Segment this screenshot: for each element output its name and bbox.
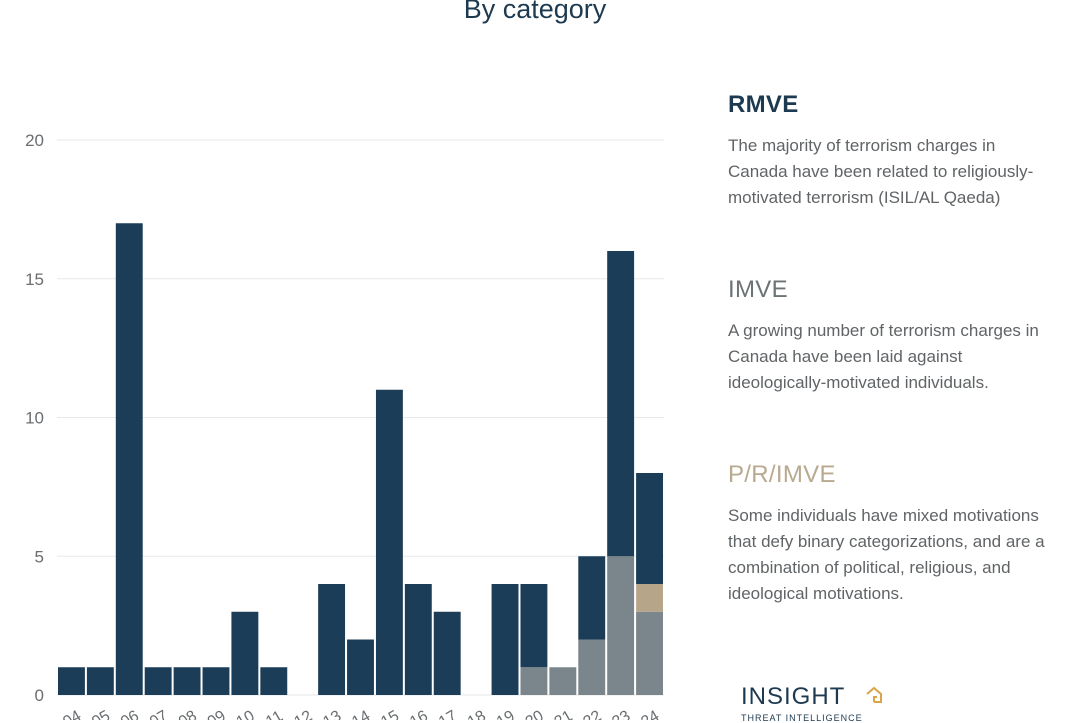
- x-tick-label: 12: [291, 707, 315, 720]
- x-tick-label: 22: [581, 707, 605, 720]
- bar-rmve-04: [58, 667, 85, 695]
- bar-imve-20: [520, 667, 548, 695]
- x-tick-label: 24: [638, 707, 662, 720]
- bar-rmve-24: [636, 473, 663, 584]
- bar-rmve-06: [115, 223, 143, 695]
- x-tick-label: 13: [320, 707, 344, 720]
- x-tick-label: 08: [176, 707, 200, 720]
- bar-rmve-11: [260, 667, 288, 695]
- legend-rmve-text: The majority of terrorism charges in Can…: [728, 136, 1034, 207]
- insight-logo: INSIGHT THREAT INTELLIGENCE: [741, 683, 941, 723]
- x-tick-label: 07: [147, 707, 171, 720]
- logo-house-icon: [866, 686, 882, 703]
- x-tick-label: 18: [465, 707, 489, 720]
- x-tick-label: 16: [407, 707, 431, 720]
- x-tick-label: 11: [263, 708, 286, 720]
- bar-rmve-19: [491, 584, 519, 695]
- logo-tagline: THREAT INTELLIGENCE: [741, 713, 863, 723]
- legend-rmve-heading: RMVE: [728, 91, 799, 118]
- bar-rmve-09: [202, 667, 230, 695]
- x-tick-label: 17: [436, 707, 460, 720]
- legend-imve: IMVE A growing number of terrorism charg…: [728, 276, 1058, 396]
- bar-rmve-08: [173, 667, 201, 695]
- y-tick-label: 15: [25, 270, 44, 289]
- x-tick-label: 23: [609, 707, 633, 720]
- x-tick-label: 21: [552, 707, 576, 720]
- x-tick-label: 06: [118, 707, 142, 720]
- y-tick-label: 20: [25, 131, 44, 150]
- logo-wordmark: INSIGHT: [741, 683, 846, 710]
- bar-imve-23: [607, 556, 635, 695]
- bar-rmve-20: [520, 584, 548, 668]
- bar-rmve-23: [607, 251, 635, 557]
- legend-primve-heading: P/R/IMVE: [728, 461, 836, 488]
- bar-rmve-17: [433, 611, 461, 695]
- bar-rmve-10: [231, 611, 259, 695]
- x-tick-label: 15: [378, 707, 402, 720]
- bar-rmve-14: [347, 639, 374, 695]
- y-tick-label: 5: [35, 547, 44, 566]
- bar-rmve-05: [86, 667, 114, 695]
- chart-subtitle: By category: [463, 0, 607, 24]
- x-tick-label: 19: [494, 707, 518, 720]
- x-tick-label: 04: [60, 707, 84, 720]
- bar-imve-24: [636, 611, 663, 695]
- legend-imve-text: A growing number of terrorism charges in…: [728, 321, 1039, 392]
- bar-imve-21: [549, 667, 577, 695]
- x-tick-label: 09: [205, 707, 229, 720]
- y-tick-label: 0: [35, 686, 44, 705]
- x-tick-label: 05: [89, 707, 113, 720]
- bar-rmve-22: [578, 556, 606, 640]
- x-tick-label: 14: [349, 707, 373, 720]
- bar-rmve-15: [375, 389, 403, 695]
- bar-primve-24: [636, 584, 663, 612]
- bar-imve-22: [578, 639, 606, 695]
- x-tick-label: 20: [523, 707, 547, 720]
- legend-imve-heading: IMVE: [728, 276, 788, 303]
- bar-rmve-13: [318, 584, 346, 695]
- x-tick-label: 10: [234, 707, 258, 720]
- y-tick-label: 10: [25, 409, 44, 428]
- bar-rmve-07: [144, 667, 172, 695]
- legend-primve-text: Some individuals have mixed motivations …: [728, 506, 1045, 603]
- legend-primve: P/R/IMVE Some individuals have mixed mot…: [728, 461, 1058, 607]
- bar-rmve-16: [404, 584, 432, 695]
- legend-rmve: RMVE The majority of terrorism charges i…: [728, 91, 1058, 211]
